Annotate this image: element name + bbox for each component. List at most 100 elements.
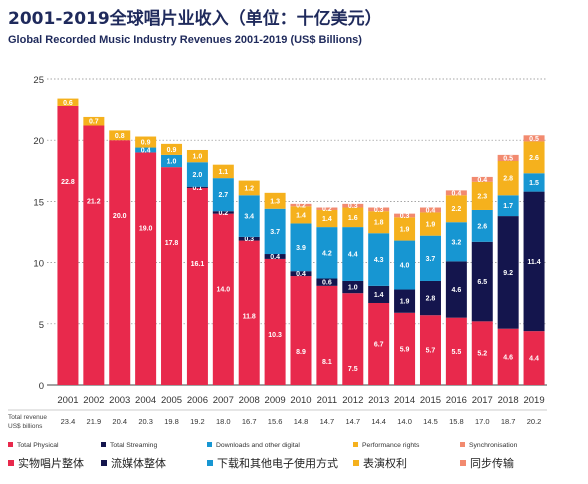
data-label: 6.5	[477, 279, 487, 286]
data-label: 9.2	[503, 270, 513, 277]
bar-segment	[161, 154, 183, 168]
chart-title-en: Global Recorded Music Industry Revenues …	[8, 34, 362, 46]
data-label: 1.2	[244, 185, 254, 192]
data-label: 2.6	[477, 223, 487, 230]
bar-segment	[445, 190, 467, 196]
data-label: 1.0	[348, 285, 358, 292]
total-value: 14.5	[423, 417, 438, 426]
bar-segment	[394, 217, 416, 241]
bar-segment	[161, 143, 183, 155]
data-label: 0.2	[218, 210, 228, 217]
data-label: 0.3	[374, 207, 384, 214]
bar-segment	[445, 195, 467, 223]
total-value: 19.8	[164, 417, 179, 426]
legend-swatch	[8, 442, 13, 447]
data-label: 8.9	[296, 349, 306, 356]
legend-label-cn: 同步传输	[470, 456, 514, 470]
data-label: 0.5	[503, 155, 513, 162]
bar-segment	[264, 254, 286, 259]
bar-segment	[290, 223, 312, 272]
data-label: 8.1	[322, 359, 332, 366]
x-tick-label: 2016	[446, 395, 467, 406]
bar-segment	[419, 280, 441, 316]
data-label: 4.4	[348, 252, 358, 259]
bar-segment	[83, 125, 105, 386]
data-label: 4.4	[529, 356, 539, 363]
bar-segment	[419, 235, 441, 281]
data-label: 1.9	[400, 226, 410, 233]
legend-label-en: Total Streaming	[110, 442, 157, 449]
data-label: 0.4	[477, 177, 487, 184]
bar-segment	[264, 192, 286, 209]
bar-segment	[212, 213, 234, 385]
data-label: 3.4	[244, 214, 254, 221]
legend-swatch-cn	[353, 460, 359, 466]
bar-segment	[445, 222, 467, 262]
x-tick-label: 2017	[472, 395, 493, 406]
data-label: 2.8	[503, 176, 513, 183]
data-label: 0.3	[244, 236, 254, 243]
bar-segment	[445, 261, 467, 318]
legend-swatch-cn	[8, 460, 14, 466]
bar-segment	[316, 227, 338, 279]
total-value: 20.4	[112, 417, 127, 426]
bar-segment	[497, 154, 519, 162]
bar-segment	[419, 207, 441, 213]
data-label: 4.0	[400, 263, 410, 270]
bar-segment	[471, 321, 493, 385]
data-label: 1.5	[529, 180, 539, 187]
x-tick-label: 2012	[342, 395, 363, 406]
total-value: 21.9	[87, 417, 102, 426]
data-label: 0.4	[141, 147, 151, 154]
x-tick-label: 2018	[498, 395, 519, 406]
data-label: 7.5	[348, 366, 358, 373]
x-tick-label: 2010	[290, 395, 311, 406]
data-label: 4.6	[503, 354, 513, 361]
x-tick-label: 2011	[317, 395, 337, 406]
totals-row-label: US$ billions	[8, 423, 43, 430]
bar-segment	[394, 289, 416, 313]
data-label: 1.0	[193, 154, 203, 161]
total-value: 16.7	[242, 417, 257, 426]
data-label: 0.2	[322, 206, 332, 213]
total-value: 14.8	[294, 417, 309, 426]
bar-segment	[109, 130, 131, 141]
data-label: 1.6	[348, 215, 358, 222]
bar-segment	[368, 302, 390, 385]
legend-label-en: Performance rights	[362, 442, 420, 449]
bar-segment	[523, 191, 545, 332]
totals-row-label: Total revenue	[8, 414, 47, 421]
total-value: 20.2	[527, 417, 542, 426]
legend-label-cn: 流媒体整体	[111, 456, 166, 470]
bar-segment	[290, 276, 312, 385]
x-tick-label: 2004	[135, 395, 156, 406]
data-label: 0.4	[426, 207, 436, 214]
data-label: 3.2	[452, 239, 462, 246]
bar-segment	[316, 278, 338, 286]
legend-swatch-cn	[207, 460, 213, 466]
bar-segment	[471, 176, 493, 182]
data-label: 14.0	[217, 287, 231, 294]
data-label: 5.9	[400, 346, 410, 353]
total-value: 14.7	[320, 417, 335, 426]
bar-segment	[238, 180, 260, 196]
total-value: 20.3	[138, 417, 153, 426]
bar-segment	[497, 161, 519, 196]
bar-segment	[186, 162, 208, 187]
bar-segment	[316, 207, 338, 210]
data-label: 2.6	[529, 155, 539, 162]
bar-segment	[394, 312, 416, 385]
bar-segment	[342, 207, 364, 228]
bar-segment	[523, 331, 545, 385]
legend-swatch-cn	[101, 460, 107, 466]
bar-segment	[57, 105, 79, 385]
data-label: 2.2	[452, 206, 462, 213]
data-label: 1.4	[322, 216, 332, 223]
bar-segment	[368, 211, 390, 234]
bar-segment	[368, 285, 390, 303]
bar-segment	[109, 140, 131, 385]
total-value: 19.2	[190, 417, 205, 426]
bar-segment	[238, 236, 260, 241]
legend-label-en: Total Physical	[17, 442, 59, 449]
